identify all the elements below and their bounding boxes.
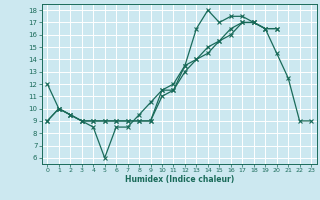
X-axis label: Humidex (Indice chaleur): Humidex (Indice chaleur) [124,175,234,184]
